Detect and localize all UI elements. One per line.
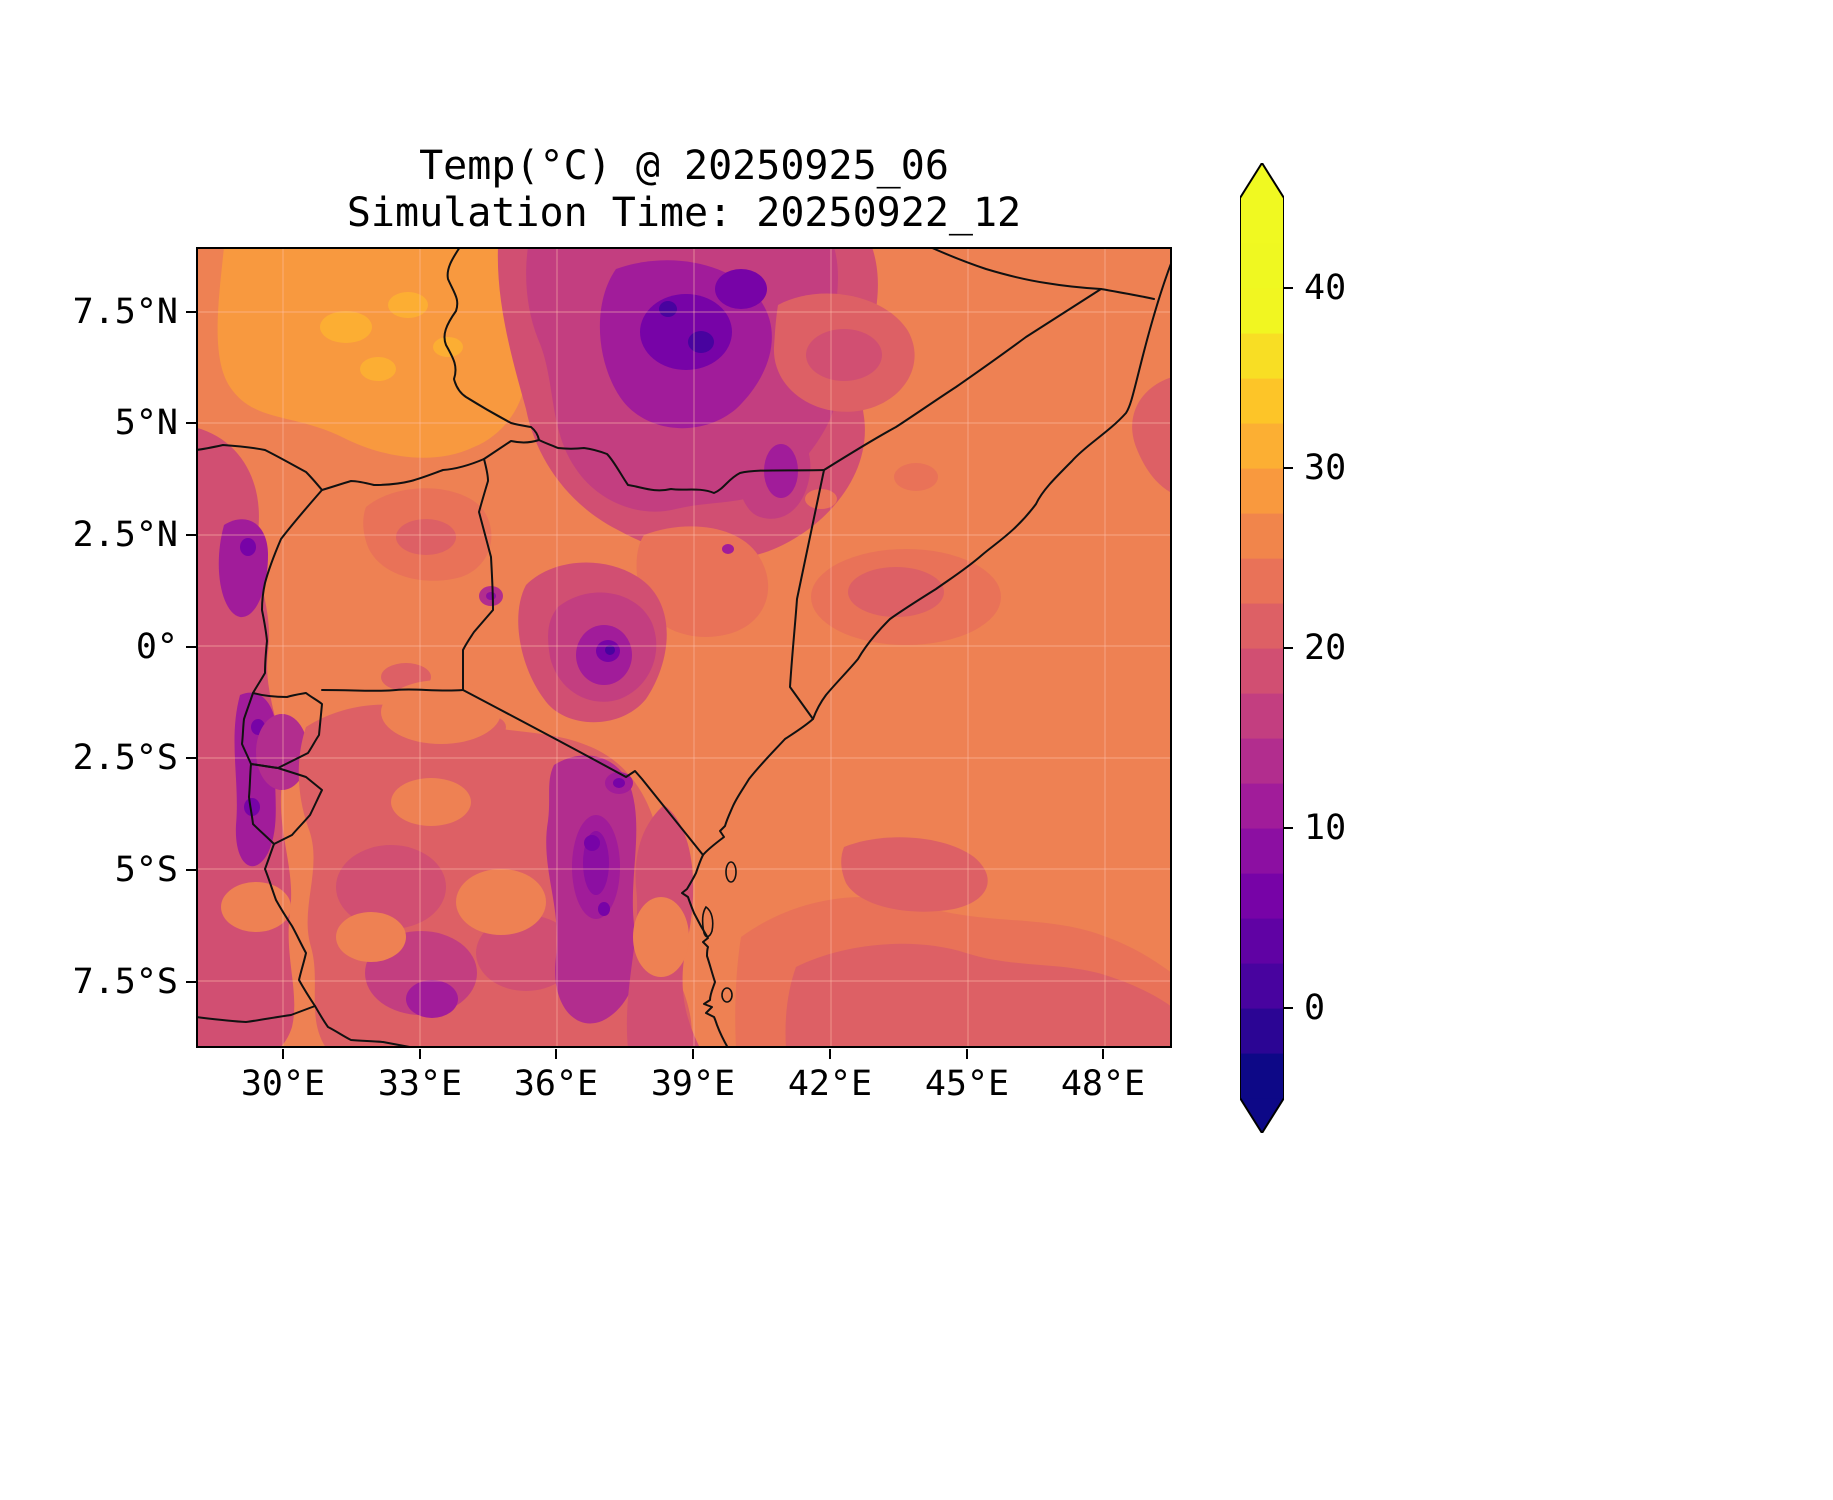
colorbar-tick-label: 10 [1304,808,1347,848]
border-ethiopia-somalia-north [929,247,1155,300]
zanzibar-island-outline [701,905,714,938]
y-tick-mark [186,757,196,759]
mafia-island-outline [721,987,733,1003]
plot-frame [196,247,1172,1048]
colorbar-tick-label: 30 [1304,448,1347,488]
x-tick-label: 45°E [924,1064,1010,1104]
y-tick-mark [186,311,196,313]
x-tick-mark [555,1049,557,1059]
plot-title: Temp(°C) @ 20250925_06 [419,143,949,189]
colorbar-under-triangle [1240,1098,1284,1133]
border-uganda-drc [252,489,323,694]
colorbar-tick-mark [1284,1007,1293,1009]
colorbar-tick-label: 20 [1304,628,1347,668]
x-tick-label: 39°E [650,1064,736,1104]
border-burundi [248,763,323,845]
border-southsudan-uganda-kenya [196,439,540,491]
y-tick-label: 5°N [114,403,178,443]
border-southsudan-ethiopia [443,247,540,441]
y-tick-label: 2.5°N [72,515,178,555]
border-zambia-drc [196,1005,316,1023]
country-borders [196,247,1172,1048]
y-tick-label: 0° [135,627,178,667]
x-tick-mark [419,1049,421,1059]
y-tick-label: 7.5°S [72,962,178,1002]
x-tick-mark [829,1049,831,1059]
temperature-map-plot [196,247,1172,1048]
border-kenya-ethiopia [538,439,825,494]
graticule-grid [196,247,1172,1048]
border-tanzania-drc-zambia [264,843,416,1048]
border-kenya-tanzania [462,689,704,856]
y-tick-mark [186,869,196,871]
border-uganda-tanzania [321,688,464,692]
y-tick-mark [186,981,196,983]
x-tick-mark [692,1049,694,1059]
colorbar-tick-label: 0 [1304,988,1326,1028]
colorbar-tick-label: 40 [1304,268,1347,308]
x-tick-label: 48°E [1060,1064,1146,1104]
x-tick-mark [282,1049,284,1059]
colorbar-tick-mark [1284,287,1293,289]
border-uganda-kenya [462,458,494,691]
colorbar [1240,163,1284,1133]
y-tick-label: 2.5°S [72,738,178,778]
colorbar-tick-mark [1284,827,1293,829]
y-tick-mark [186,534,196,536]
colorbar-tick-mark [1284,467,1293,469]
y-tick-mark [186,422,196,424]
colorbar-bands [1240,198,1284,1099]
border-rwanda [241,692,323,769]
border-ethiopia-somalia [823,288,1102,471]
border-kenya-somalia [789,469,825,720]
y-tick-label: 5°S [114,850,178,890]
colorbar-tick-mark [1284,647,1293,649]
x-tick-mark [1102,1049,1104,1059]
x-tick-label: 42°E [787,1064,873,1104]
x-tick-label: 33°E [377,1064,463,1104]
x-tick-label: 30°E [240,1064,326,1104]
pemba-island-outline [725,861,737,883]
coastline-path [681,260,1172,1048]
plot-subtitle: Simulation Time: 20250922_12 [346,190,1022,236]
y-tick-mark [186,646,196,648]
y-tick-label: 7.5°N [72,292,178,332]
x-tick-label: 36°E [513,1064,599,1104]
colorbar-over-triangle [1240,163,1284,198]
temperature-field-regions [196,247,1172,1048]
x-tick-mark [966,1049,968,1059]
